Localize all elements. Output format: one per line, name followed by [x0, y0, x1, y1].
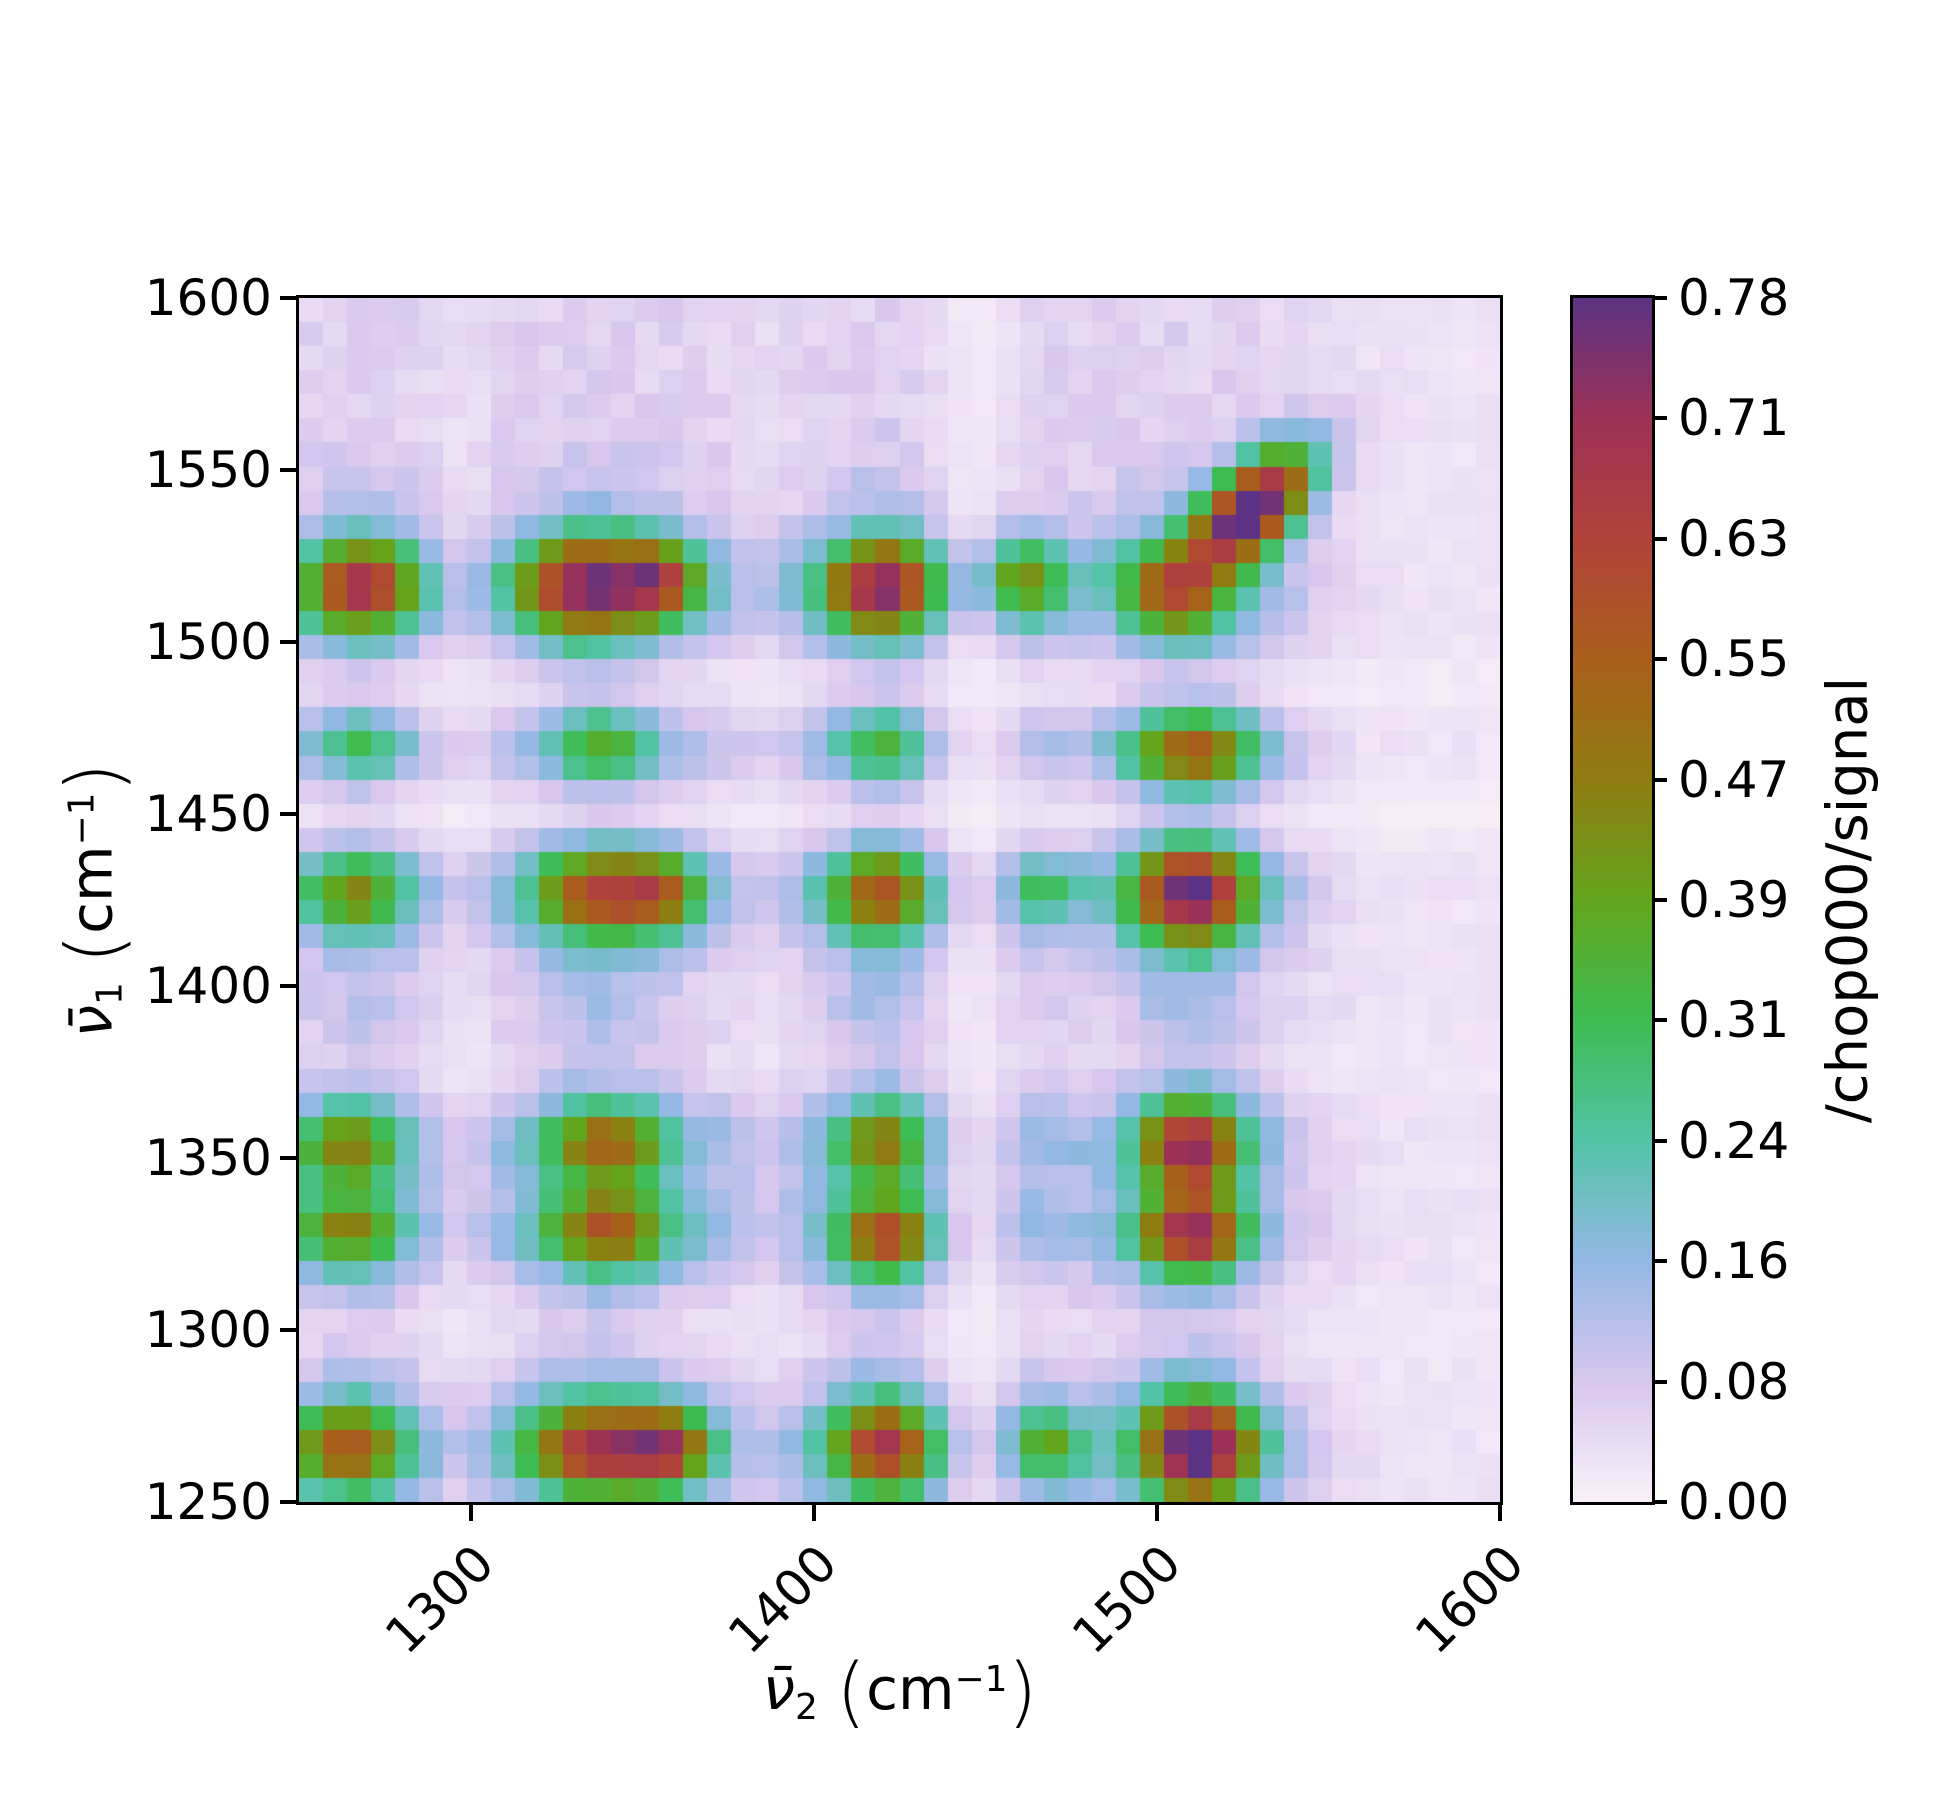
x-tick — [1154, 1505, 1159, 1521]
colorbar-gradient — [1573, 298, 1652, 1502]
unit-exponent: −1 — [61, 792, 103, 846]
open-paren: ( — [50, 933, 140, 964]
open-paren: ( — [836, 1648, 867, 1737]
nu-symbol: ν̄ — [57, 1005, 126, 1038]
colorbar-tick — [1652, 536, 1667, 541]
y-tick — [280, 468, 296, 472]
colorbar-tick — [1652, 1500, 1667, 1504]
unit-text: cm — [866, 1654, 955, 1723]
x-tick — [811, 1505, 816, 1521]
colorbar-tick-label: 0.31 — [1678, 991, 1790, 1050]
colorbar-tick — [1652, 296, 1667, 300]
colorbar-tick — [1652, 1259, 1667, 1264]
colorbar-tick — [1652, 657, 1667, 662]
y-axis-label: ν̄1 (cm−1) — [51, 763, 140, 1038]
unit-text: cm — [57, 845, 126, 934]
close-paren: ) — [1007, 1648, 1038, 1737]
y-tick — [280, 984, 296, 988]
colorbar-tick-label: 0.78 — [1678, 269, 1790, 327]
y-tick-label: 1550 — [144, 441, 272, 499]
y-label-subscript: 1 — [89, 982, 131, 1006]
x-tick — [1498, 1505, 1502, 1521]
colorbar-tick — [1652, 898, 1667, 902]
colorbar-tick-label: 0.16 — [1678, 1232, 1790, 1291]
x-tick-label: 1500 — [1060, 1534, 1192, 1665]
y-tick-label: 1400 — [144, 957, 272, 1015]
x-tick-label: 1300 — [374, 1534, 506, 1665]
colorbar-tick — [1652, 1018, 1667, 1023]
y-tick — [280, 1500, 296, 1504]
heatmap-canvas — [299, 298, 1500, 1502]
y-tick-label: 1500 — [144, 613, 272, 671]
y-tick — [280, 1156, 296, 1160]
x-tick-label: 1400 — [717, 1534, 849, 1665]
colorbar-tick — [1652, 777, 1667, 782]
x-tick-label: 1600 — [1404, 1534, 1536, 1665]
colorbar-tick — [1652, 1138, 1667, 1143]
unit-exponent: −1 — [954, 1658, 1008, 1700]
colorbar-label: /chop000/signal — [1815, 676, 1881, 1124]
y-tick-label: 1250 — [144, 1473, 272, 1531]
colorbar-tick-label: 0.55 — [1678, 630, 1790, 689]
colorbar-tick — [1652, 416, 1667, 421]
close-paren: ) — [50, 762, 140, 793]
colorbar-tick-label: 0.08 — [1678, 1352, 1790, 1411]
y-tick-label: 1600 — [144, 269, 272, 327]
y-tick-label: 1300 — [144, 1301, 272, 1359]
colorbar-tick-label: 0.39 — [1678, 871, 1790, 929]
x-tick — [468, 1505, 473, 1521]
y-tick-label: 1450 — [144, 785, 272, 843]
y-tick — [280, 296, 296, 300]
x-label-subscript: 2 — [794, 1686, 818, 1728]
colorbar-tick-label: 0.71 — [1678, 389, 1790, 448]
y-tick — [280, 812, 296, 816]
nu-symbol: ν̄ — [762, 1654, 795, 1723]
colorbar-tick-label: 0.24 — [1678, 1111, 1790, 1170]
colorbar-tick — [1652, 1379, 1667, 1384]
colorbar-tick-label: 0.47 — [1678, 750, 1790, 809]
y-tick-label: 1350 — [144, 1129, 272, 1187]
x-axis-label: ν̄2 (cm−1) — [763, 1648, 1038, 1737]
colorbar-tick-label: 0.00 — [1678, 1473, 1790, 1531]
y-tick — [280, 640, 296, 644]
colorbar-tick-label: 0.63 — [1678, 509, 1790, 568]
y-tick — [280, 1328, 296, 1332]
